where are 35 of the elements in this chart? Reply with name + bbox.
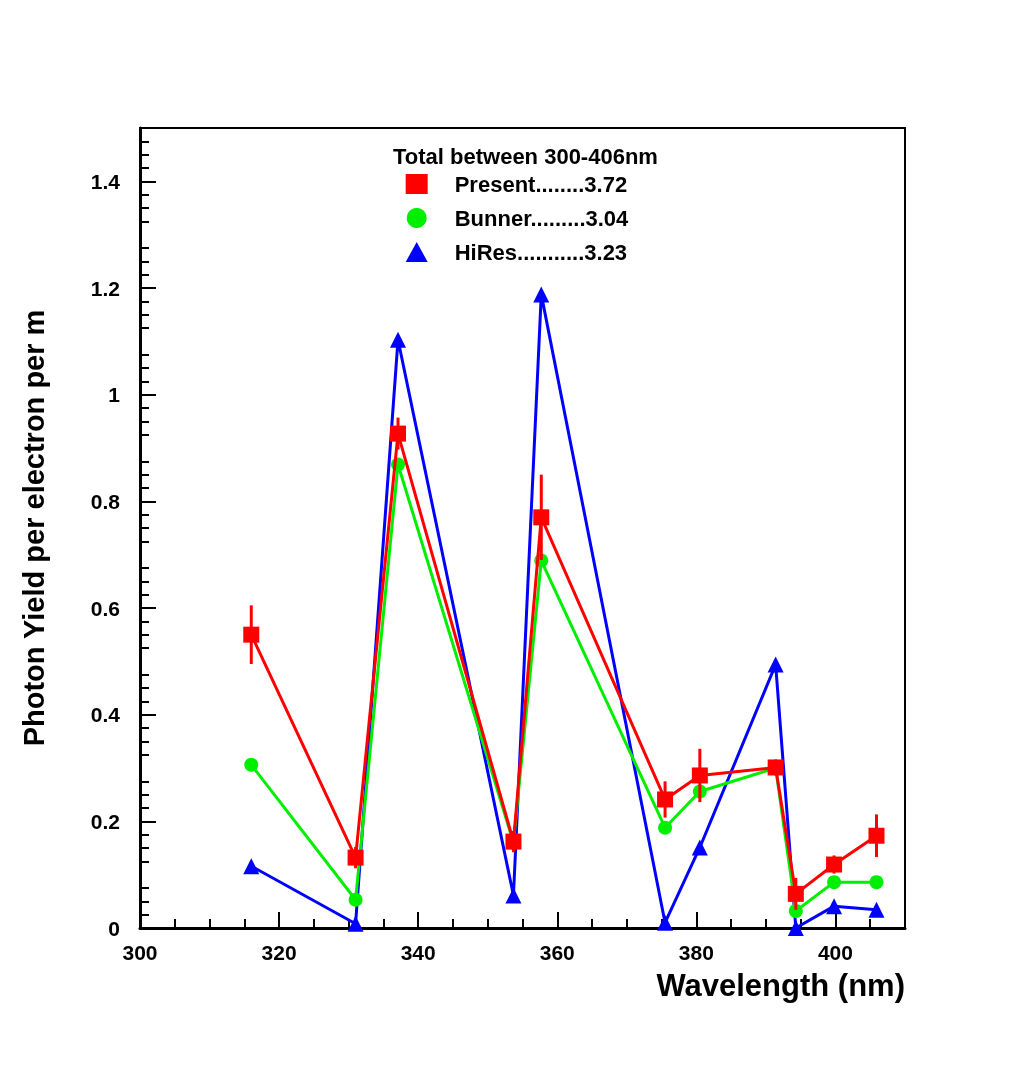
point xyxy=(348,892,363,907)
point xyxy=(868,901,885,918)
point xyxy=(347,915,364,932)
point xyxy=(869,875,884,890)
y-axis-title: Photon Yield per electron per m xyxy=(17,309,50,747)
point xyxy=(390,331,407,348)
point xyxy=(787,920,804,936)
point xyxy=(533,286,550,303)
point xyxy=(657,914,674,931)
y-tick-label: 0.6 xyxy=(90,596,120,620)
legend-title: Total between 300-406nm xyxy=(393,143,658,169)
y-tick-label: 0.4 xyxy=(90,703,121,727)
point xyxy=(243,858,260,875)
point xyxy=(658,820,673,835)
y-tick-label: 0 xyxy=(108,916,120,940)
x-tick-label: 320 xyxy=(261,941,297,964)
point xyxy=(691,839,708,856)
legend-label: Bunner.........3.04 xyxy=(454,205,630,231)
x-tick-label: 380 xyxy=(678,941,714,964)
y-tick-label: 0.2 xyxy=(90,809,120,833)
x-tick-label: 400 xyxy=(817,941,853,964)
y-tick-label: 0.8 xyxy=(90,489,121,513)
x-axis-title: Wavelength (nm) xyxy=(656,968,905,1003)
point xyxy=(827,875,842,890)
point xyxy=(244,757,259,772)
x-tick-label: 300 xyxy=(122,941,158,964)
y-tick-label: 1.4 xyxy=(90,169,121,193)
y-tick-label: 1 xyxy=(108,383,121,407)
point xyxy=(826,898,843,915)
y-tick-label: 1.2 xyxy=(90,276,120,300)
x-tick-label: 360 xyxy=(539,941,575,964)
legend-label: Present........3.72 xyxy=(454,171,628,197)
x-tick-label: 340 xyxy=(400,941,436,964)
point xyxy=(767,656,784,673)
legend-label: HiRes...........3.23 xyxy=(454,239,628,265)
